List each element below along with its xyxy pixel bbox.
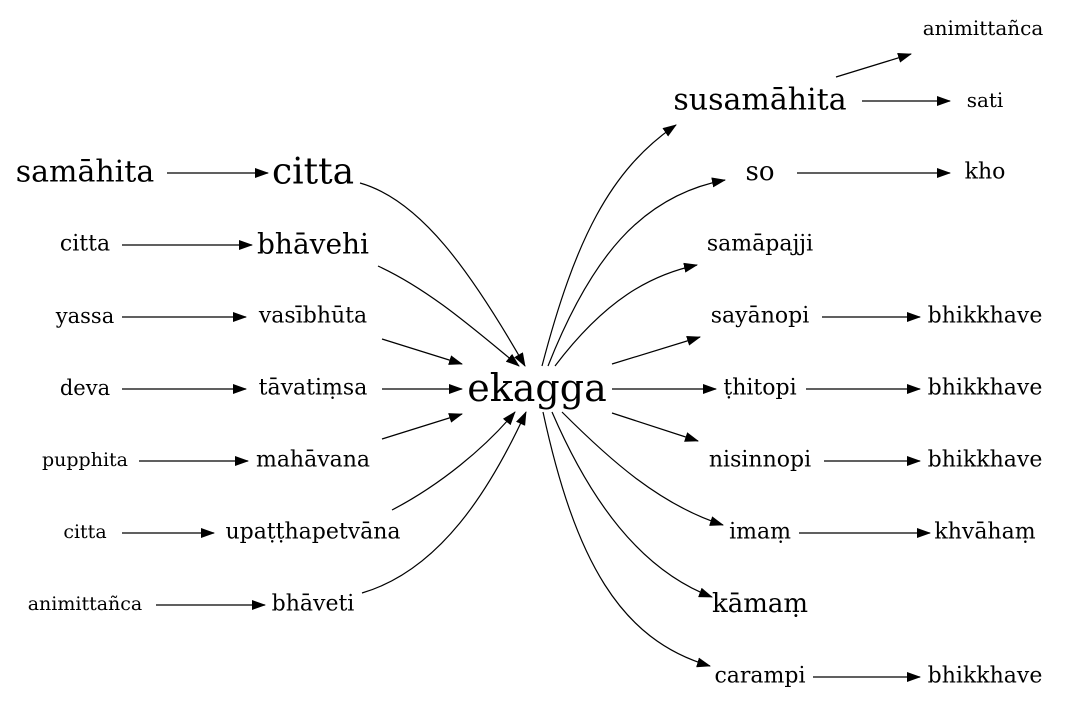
node-deva: deva <box>60 376 110 400</box>
node-animittanca-r: animittañca <box>923 16 1044 40</box>
node-sati: sati <box>967 88 1004 112</box>
node-carampi: carampi <box>714 664 805 689</box>
node-pupphita: pupphita <box>42 449 128 471</box>
node-citta-l1: citta <box>60 232 110 257</box>
node-kamam: kāmaṃ <box>712 589 808 619</box>
node-thitopi: ṭhitopi <box>723 376 796 401</box>
edge-ekagga-to-so <box>547 177 726 367</box>
node-citta-l2: citta <box>63 521 106 543</box>
node-so: so <box>746 157 775 187</box>
edge-mahavana-to-ekagga <box>381 413 463 440</box>
edge-susamahita-to-animittanca_r <box>835 53 912 78</box>
node-animittanca-l: animittañca <box>28 593 143 615</box>
node-yassa: yassa <box>55 304 114 328</box>
node-samapajji: samāpajji <box>707 232 813 257</box>
node-bhaveti: bhāveti <box>272 592 355 617</box>
node-sayanopi: sayānopi <box>711 304 809 329</box>
edges-layer <box>122 53 951 682</box>
edge-vasibhuta-to-ekagga <box>381 338 463 365</box>
edge-bhavehi-to-ekagga <box>377 265 520 367</box>
node-imam: imaṃ <box>729 520 791 545</box>
edge-ekagga-to-sayanopi <box>611 336 701 365</box>
node-bhikkhave-4: bhikkhave <box>928 664 1043 689</box>
node-bhavehi: bhāvehi <box>257 228 369 261</box>
edge-ekagga-to-imam <box>561 411 724 526</box>
node-ekagga: ekagga <box>467 366 606 410</box>
edge-ekagga-to-samapajji <box>554 262 698 367</box>
edge-ekagga-to-carampi <box>542 411 711 668</box>
node-samahita-l: samāhita <box>16 155 155 190</box>
node-mahavana: mahāvana <box>256 448 370 473</box>
nodes-layer: samāhita citta citta bhāvehi yassa vasībhūta d… <box>16 16 1044 689</box>
node-tavatimsa: tāvatiṃsa <box>259 376 368 401</box>
edge-upatthapetvana-to-ekagga <box>391 411 516 511</box>
edge-ekagga-to-nisinnopi <box>611 412 699 442</box>
node-upatthapetvana: upaṭṭhapetvāna <box>225 520 400 545</box>
node-citta-big: citta <box>272 152 354 193</box>
edge-citta_big-to-ekagga <box>359 182 526 367</box>
node-kho: kho <box>965 160 1006 185</box>
edge-ekagga-to-kamam <box>551 411 713 598</box>
node-vasibhuta: vasībhūta <box>258 304 367 329</box>
node-khvaham: khvāhaṃ <box>934 520 1035 545</box>
edge-ekagga-to-susamahita <box>541 124 677 367</box>
edge-bhaveti-to-ekagga <box>361 411 527 594</box>
node-nisinnopi: nisinnopi <box>709 448 811 473</box>
node-bhikkhave-3: bhikkhave <box>928 448 1043 473</box>
node-susamahita: susamāhita <box>673 83 846 118</box>
node-bhikkhave-1: bhikkhave <box>928 304 1043 329</box>
node-bhikkhave-2: bhikkhave <box>928 376 1043 401</box>
